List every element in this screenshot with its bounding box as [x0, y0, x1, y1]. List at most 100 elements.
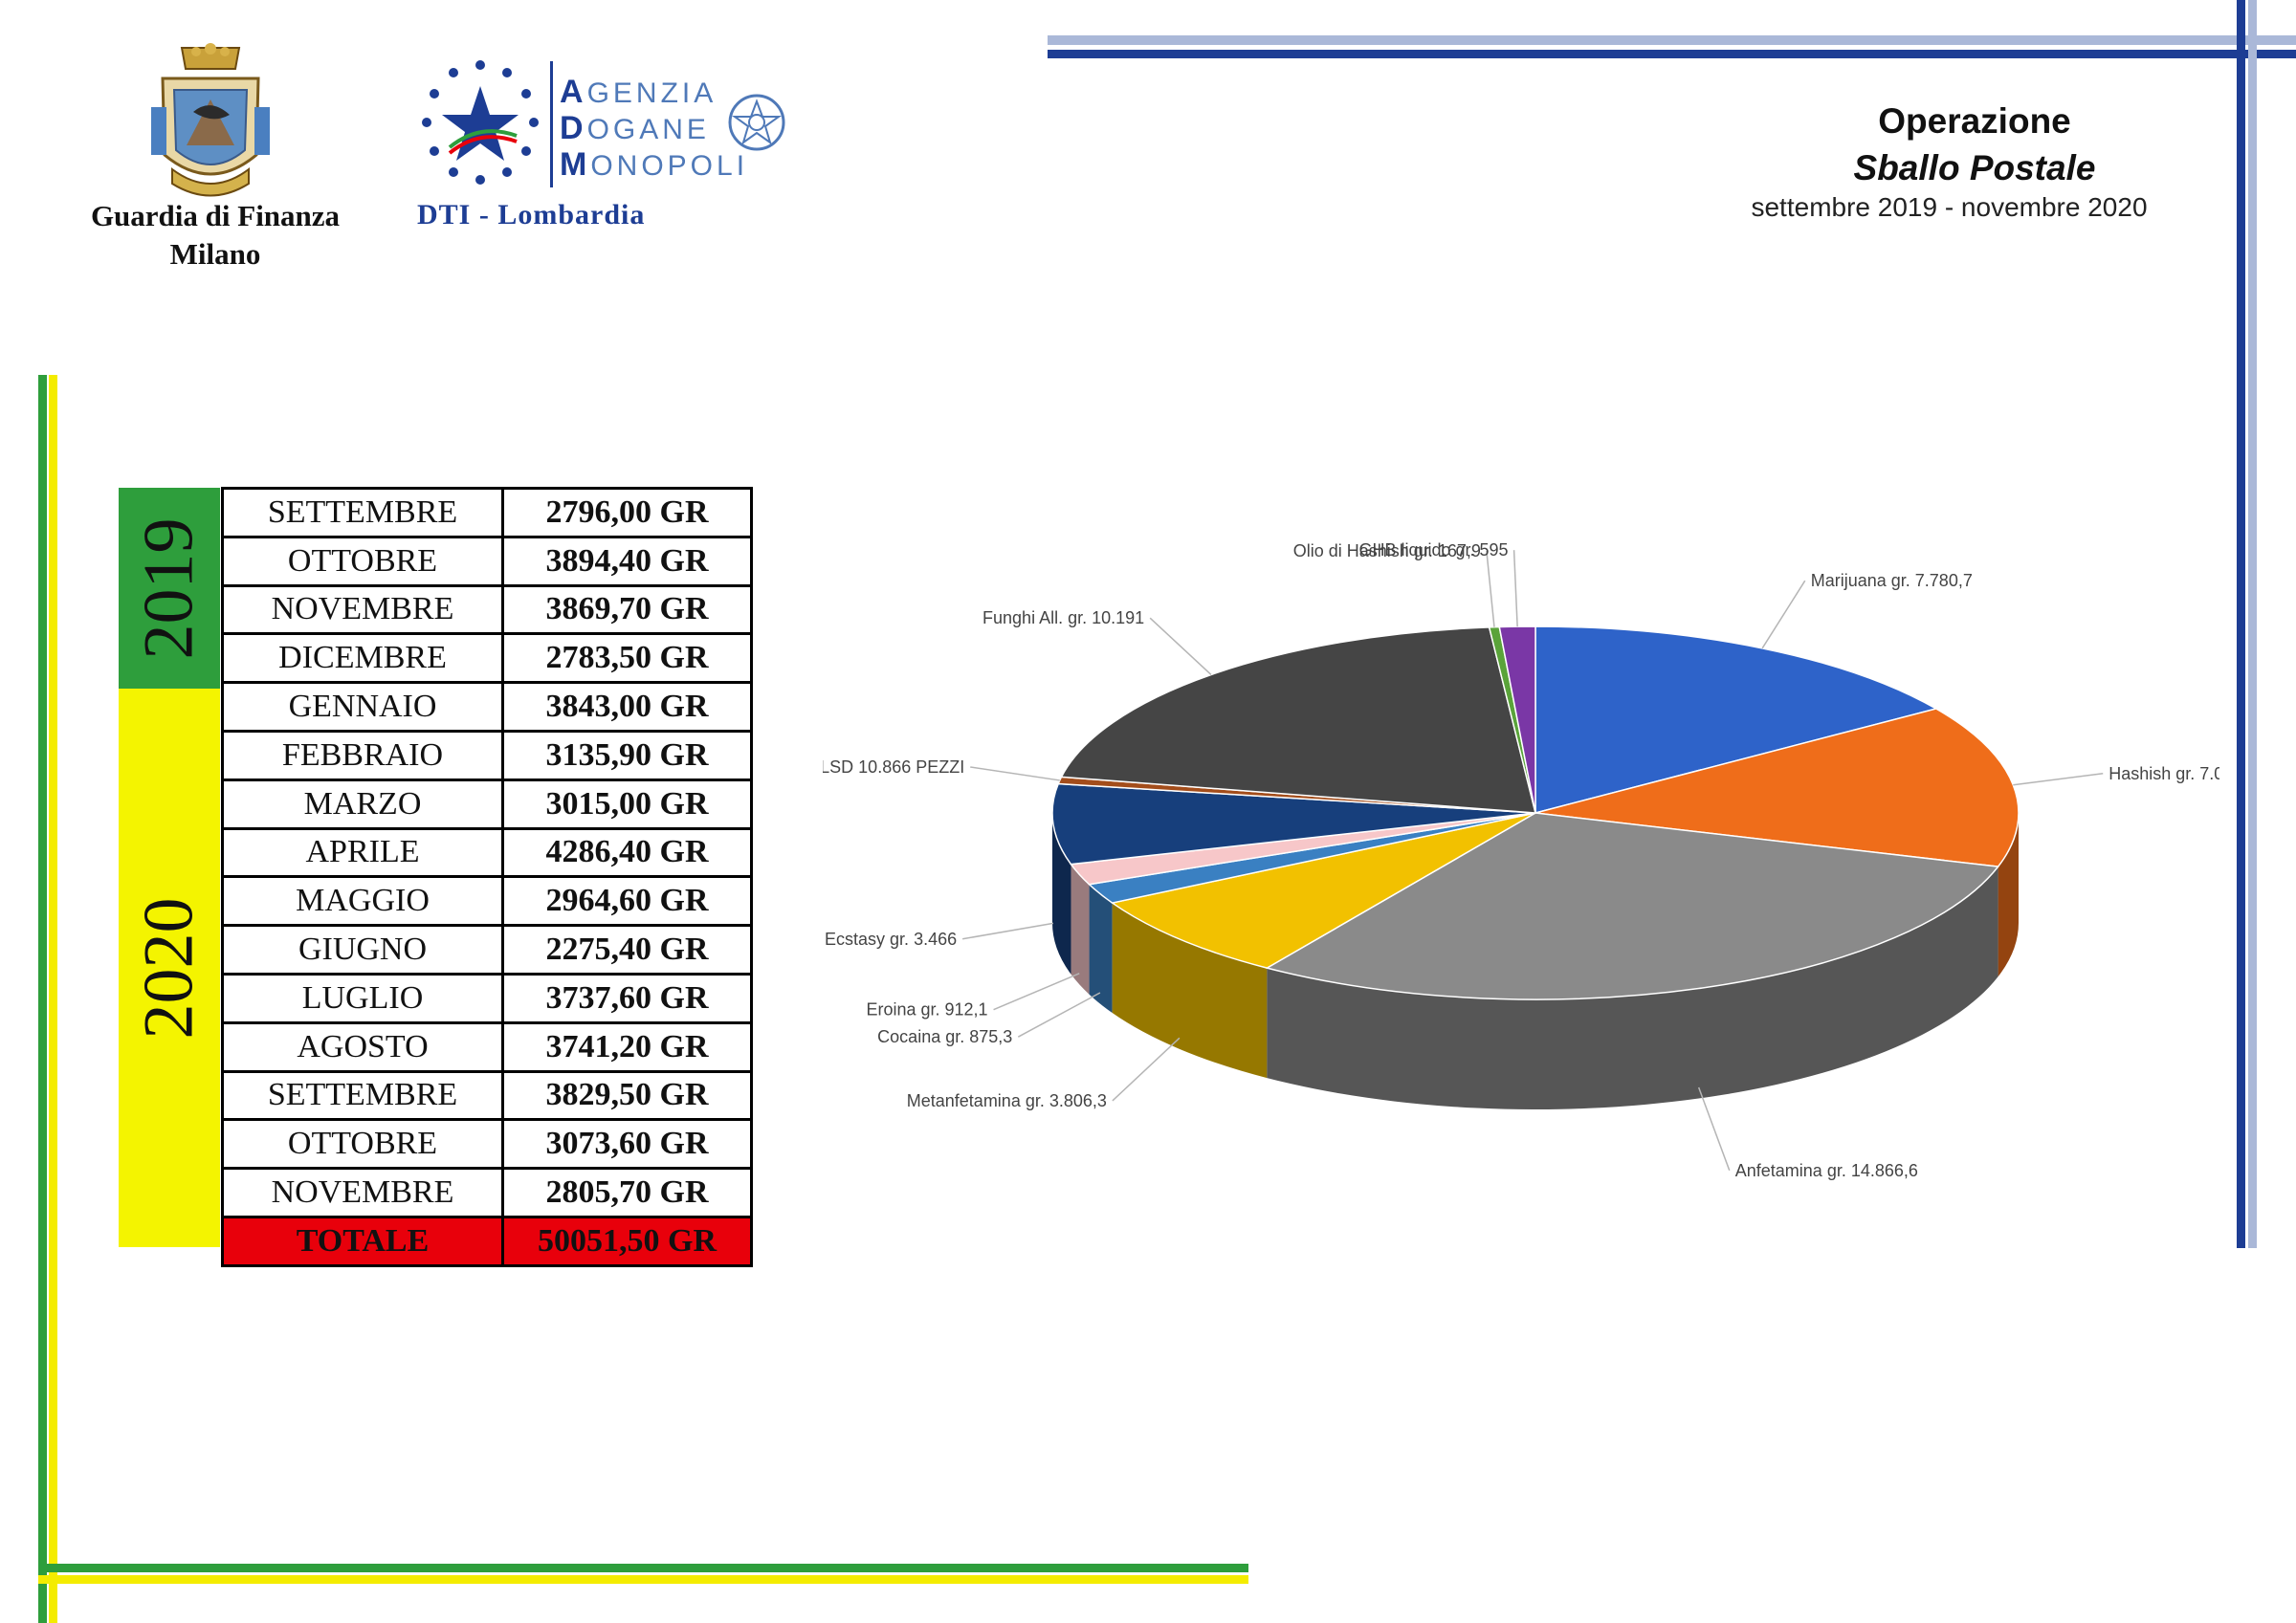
table-row: NOVEMBRE 2805,70 GR: [221, 1167, 753, 1218]
left-green-stripe: [38, 375, 47, 1623]
table-row: OTTOBRE 3894,40 GR: [221, 535, 753, 587]
value-cell: 3737,60 GR: [501, 972, 753, 1024]
italian-emblem: [725, 90, 788, 157]
month-cell: FEBBRAIO: [221, 729, 504, 781]
value-cell: 2805,70 GR: [501, 1167, 753, 1218]
left-yellow-stripe: [49, 375, 57, 1623]
table-row: LUGLIO 3737,60 GR: [221, 972, 753, 1024]
value-cell: 3741,20 GR: [501, 1020, 753, 1073]
table-row: AGOSTO 3741,20 GR: [221, 1020, 753, 1073]
bottom-green-stripe: [38, 1564, 1248, 1572]
operation-period: settembre 2019 - novembre 2020: [1751, 192, 2148, 222]
pie-tops: [1051, 625, 2020, 1000]
org-name-line1: Guardia di Finanza: [90, 199, 341, 232]
pie-leader-10: [1512, 550, 1518, 627]
pie-slice-3: [1110, 812, 1536, 969]
table-row: APRILE 4286,40 GR: [221, 826, 753, 879]
agency-letter-a: A: [560, 74, 587, 110]
month-cell: MARZO: [221, 778, 504, 830]
pie-leader-4: [1017, 992, 1101, 1038]
month-cell: GENNAIO: [221, 681, 504, 733]
pie-leader-1: [2013, 773, 2104, 786]
month-cell: SETTEMBRE: [221, 487, 504, 538]
pie-label-3: Metanfetamina gr. 3.806,3: [907, 1091, 1107, 1110]
top-navy-stripe: [1048, 50, 2296, 58]
pie-label-8: Funghi All. gr. 10.191: [982, 608, 1144, 627]
table-row: OTTOBRE 3073,60 GR: [221, 1118, 753, 1171]
table-row: NOVEMBRE 3869,70 GR: [221, 583, 753, 636]
right-light-stripe: [2248, 0, 2257, 1248]
value-cell: 4286,40 GR: [501, 826, 753, 879]
pie-label-9: Olio di Hashish gr. 167,9: [1293, 541, 1481, 560]
month-cell: APRILE: [221, 826, 504, 879]
value-cell: 3829,50 GR: [501, 1069, 753, 1122]
value-cell: 2964,60 GR: [501, 875, 753, 928]
total-value: 50051,50 GR: [501, 1215, 753, 1267]
value-cell: 3073,60 GR: [501, 1118, 753, 1171]
pie-leader-6: [961, 922, 1054, 940]
dti-label: DTI - Lombardia: [417, 199, 646, 230]
guardia-di-finanza-crest: [144, 40, 277, 203]
pie-leader-2: [1697, 1086, 1731, 1172]
pie-leaders: [961, 550, 2104, 1172]
table-row: DICEMBRE 2783,50 GR: [221, 632, 753, 685]
agency-word-2: OGANE: [586, 114, 710, 145]
adm-stars-logo: [413, 55, 547, 189]
table-row: FEBBRAIO 3135,90 GR: [221, 729, 753, 781]
right-navy-stripe: [2237, 0, 2245, 1248]
month-cell: NOVEMBRE: [221, 583, 504, 636]
pie-leader-7: [970, 766, 1060, 781]
month-cell: GIUGNO: [221, 924, 504, 976]
pie-slice-8: [1060, 626, 1536, 814]
pie-slice-1: [1534, 708, 2020, 867]
pie-slice-0: [1534, 625, 1938, 814]
table-row: MAGGIO 2964,60 GR: [221, 875, 753, 928]
bottom-yellow-stripe: [38, 1575, 1248, 1584]
value-cell: 2796,00 GR: [501, 487, 753, 538]
adm-divider: [550, 61, 553, 187]
table-row: MARZO 3015,00 GR: [221, 778, 753, 830]
pie-label-2: Anfetamina gr. 14.866,6: [1735, 1161, 1918, 1180]
value-cell: 3135,90 GR: [501, 729, 753, 781]
month-cell: LUGLIO: [221, 972, 504, 1024]
adm-wordmark: AGENZIA DOGANE MONOPOLI: [560, 75, 748, 184]
pie-labels: Marijuana gr. 7.780,7 Hashish gr. 7.045,4…: [823, 540, 2219, 1180]
table-row: GENNAIO 3843,00 GR: [221, 681, 753, 733]
total-label: TOTALE: [221, 1215, 504, 1267]
month-cell: SETTEMBRE: [221, 1069, 504, 1122]
drug-pie-chart: Marijuana gr. 7.780,7 Hashish gr. 7.045,4…: [823, 540, 2219, 1180]
pie-label-5: Eroina gr. 912,1: [866, 1000, 987, 1020]
pie-leader-9: [1486, 550, 1495, 627]
pie-side-4: [1089, 884, 1113, 1014]
operation-name: Sballo Postale: [1853, 148, 2096, 187]
month-cell: OTTOBRE: [221, 1118, 504, 1171]
monthly-seizures-table: SETTEMBRE 2796,00 GR OTTOBRE 3894,40 GR NOVE…: [221, 487, 753, 1267]
pie-leader-5: [993, 973, 1080, 1011]
pie-label-10: GHB liquido gr. 595: [1358, 540, 1508, 559]
value-cell: 3869,70 GR: [501, 583, 753, 636]
operation-title: Operazione: [1878, 101, 2071, 141]
org-name-line2: Milano: [169, 237, 261, 271]
value-cell: 2275,40 GR: [501, 924, 753, 976]
pie-label-7: LSD 10.866 PEZZI: [823, 757, 964, 777]
pie-side-5: [1071, 864, 1090, 995]
agency-letter-d: D: [560, 110, 587, 146]
pie-leader-3: [1112, 1037, 1181, 1102]
month-cell: DICEMBRE: [221, 632, 504, 685]
pie-label-6: Ecstasy gr. 3.466: [825, 930, 957, 949]
pie-sides: [1052, 813, 2019, 1109]
value-cell: 2783,50 GR: [501, 632, 753, 685]
table-row: SETTEMBRE 3829,50 GR: [221, 1069, 753, 1122]
pie-slice-10: [1498, 625, 1536, 814]
total-row: TOTALE 50051,50 GR: [221, 1215, 753, 1267]
pie-label-4: Cocaina gr. 875,3: [877, 1027, 1012, 1046]
pie-leader-0: [1761, 580, 1806, 649]
value-cell: 3894,40 GR: [501, 535, 753, 587]
pie-slice-6: [1051, 782, 1536, 866]
org-name: Guardia di Finanza Milano: [67, 197, 364, 274]
year-2019-label: 2019: [129, 517, 209, 659]
pie-label-0: Marijuana gr. 7.780,7: [1811, 571, 1973, 590]
month-cell: MAGGIO: [221, 875, 504, 928]
pie-side-1: [1998, 813, 2019, 977]
year-2019-box: 2019: [119, 488, 220, 689]
